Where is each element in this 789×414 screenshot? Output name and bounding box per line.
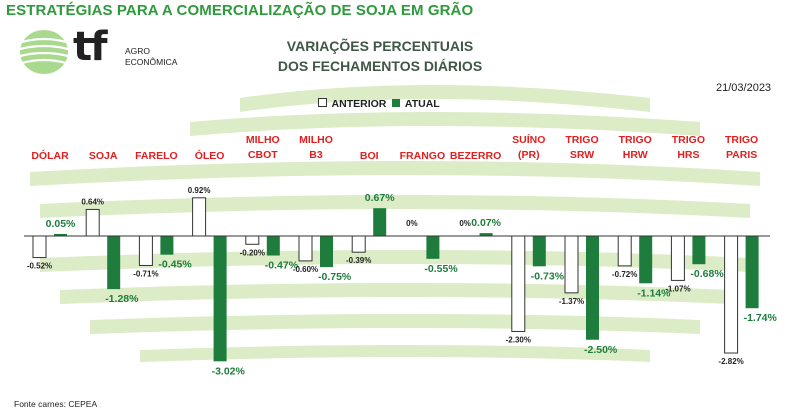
category-label: FRANGO — [400, 150, 446, 162]
data-label-anterior: -0.52% — [27, 262, 52, 271]
bar-anterior — [511, 235, 526, 332]
data-label-anterior: -0.20% — [240, 248, 265, 257]
data-label-anterior: 0% — [459, 219, 471, 228]
bar-atual — [107, 236, 121, 290]
source-note: Fonte carnes: CEPEA — [14, 399, 98, 409]
legend-swatch-anterior — [318, 98, 327, 107]
bar-atual — [532, 236, 546, 267]
data-label-atual: -1.28% — [105, 293, 139, 305]
category-label: FARELO — [135, 150, 178, 162]
bar-atual — [639, 236, 653, 284]
legend-item-anterior: ANTERIOR — [318, 98, 386, 110]
category-label: BOI — [360, 150, 379, 162]
category-label: TRIGO HRS — [672, 134, 705, 161]
data-label-anterior: -1.07% — [665, 284, 690, 293]
data-label-atual: 0.07% — [471, 217, 501, 229]
data-label-anterior: -2.30% — [506, 335, 531, 344]
data-label-anterior: 0.64% — [81, 197, 104, 206]
bar-anterior — [298, 235, 313, 262]
data-label-anterior: -1.37% — [559, 297, 584, 306]
logo-line-2: ECONÔMICA — [125, 57, 178, 67]
logo-line-1: AGRO — [125, 46, 151, 56]
category-label: SOJA — [89, 150, 118, 162]
data-label-anterior: 0.92% — [188, 186, 211, 195]
data-label-atual: -0.68% — [690, 268, 724, 280]
bar-anterior — [138, 235, 153, 266]
chart-title-line-1: VARIAÇÕES PERCENTUAIS — [286, 38, 474, 54]
category-label: TRIGO HRW — [619, 134, 652, 161]
category-label: DÓLAR — [31, 149, 69, 162]
agroeconomica-logo: tf AGRO ECONÔMICA — [18, 24, 178, 78]
category-label: SUÍNO (PR) — [512, 133, 545, 161]
bar-anterior — [85, 208, 100, 237]
page-title: ESTRATÉGIAS PARA A COMERCIALIZAÇÃO DE SO… — [6, 2, 474, 19]
data-label-atual: 0.67% — [365, 192, 395, 204]
chart-date: 21/03/2023 — [716, 82, 772, 94]
bar-anterior — [617, 235, 632, 267]
bar-atual — [745, 236, 759, 309]
category-label: MILHO B3 — [299, 134, 333, 161]
bar-anterior — [670, 235, 685, 281]
data-label-atual: -0.47% — [265, 260, 299, 272]
logo-leaf-icon — [19, 30, 69, 74]
bar-atual — [373, 208, 387, 236]
bar-atual — [320, 236, 333, 268]
data-label-atual: -1.74% — [744, 312, 778, 324]
bar-atual — [160, 236, 174, 255]
chart-title-line-2: DOS FECHAMENTOS DIÁRIOS — [277, 58, 483, 74]
legend-item-atual: ATUAL — [392, 98, 440, 110]
data-label-atual: -0.73% — [531, 270, 565, 282]
data-label-anterior: -0.60% — [293, 265, 318, 274]
bar-anterior — [32, 235, 47, 259]
category-label: BEZERRO — [450, 150, 501, 162]
background-stripes — [30, 85, 760, 362]
data-label-atual: -3.02% — [212, 365, 246, 377]
data-label-anterior: -0.71% — [133, 269, 158, 278]
bar-atual — [586, 236, 599, 340]
logo-mark: tf — [73, 24, 108, 70]
bar-anterior — [724, 235, 739, 354]
bar-anterior — [245, 235, 260, 245]
bar-atual — [692, 236, 706, 265]
data-label-atual: -2.50% — [584, 344, 618, 356]
data-label-anterior: -2.82% — [718, 357, 743, 366]
category-label: TRIGO SRW — [565, 134, 598, 161]
bar-atual — [54, 233, 67, 236]
data-label-anterior: 0% — [406, 219, 418, 228]
data-label-atual: -1.14% — [637, 287, 671, 299]
category-label: ÓLEO — [195, 149, 225, 162]
data-label-atual: -0.45% — [158, 259, 192, 271]
bar-anterior — [351, 235, 366, 253]
data-label-atual: -0.75% — [318, 271, 352, 283]
bar-atual — [213, 236, 227, 362]
category-label: MILHO CBOT — [246, 134, 280, 161]
bar-anterior — [564, 235, 579, 294]
chart-legend: ANTERIOR ATUAL — [318, 98, 440, 110]
bar-anterior — [192, 197, 207, 237]
category-label: TRIGO PARIS — [725, 134, 758, 161]
data-label-anterior: -0.39% — [346, 256, 371, 265]
data-label-anterior: -0.72% — [612, 270, 637, 279]
data-label-atual: -0.55% — [424, 263, 458, 275]
legend-swatch-atual — [392, 99, 401, 107]
bar-atual — [426, 236, 440, 259]
legend-label-anterior: ANTERIOR — [331, 98, 387, 110]
data-label-atual: 0.05% — [46, 218, 76, 230]
bar-atual — [266, 236, 280, 256]
legend-label-atual: ATUAL — [404, 98, 440, 110]
bar-atual — [479, 233, 493, 236]
